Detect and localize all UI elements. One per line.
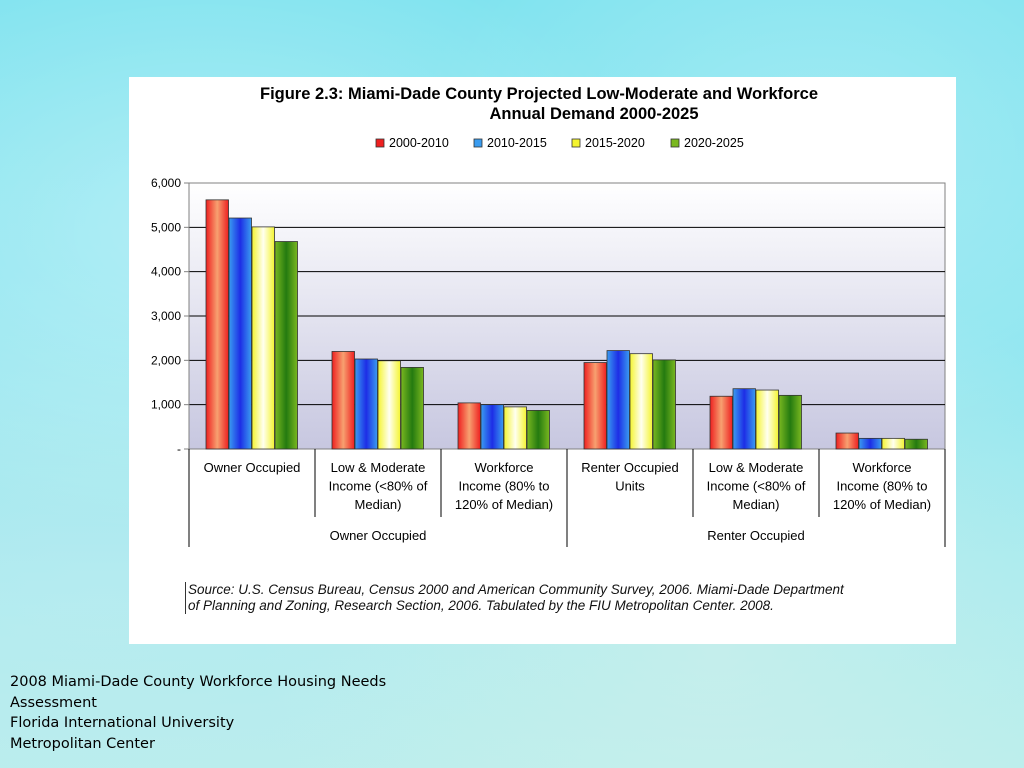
- bar: [606, 350, 630, 450]
- source-note: Source: U.S. Census Bureau, Census 2000 …: [185, 582, 848, 614]
- bar: [835, 432, 859, 450]
- x-category-label: Income (<80% of: [329, 479, 428, 494]
- y-tick-label: 2,000: [151, 353, 181, 367]
- bar: [228, 217, 252, 450]
- chart-title-line2: Annual Demand 2000-2025: [489, 105, 698, 123]
- chart-panel: Figure 2.3: Miami-Dade County Projected …: [129, 77, 956, 644]
- x-category-label: 120% of Median): [455, 497, 553, 512]
- legend-label: 2020-2025: [684, 136, 744, 150]
- bar: [881, 437, 905, 450]
- x-group-label: Renter Occupied: [707, 528, 805, 543]
- y-tick-label: 1,000: [151, 398, 181, 412]
- bar: [205, 199, 229, 450]
- footer-line-3: Florida International University: [10, 715, 235, 731]
- bar: [274, 241, 298, 450]
- x-category-label: Renter Occupied: [581, 460, 679, 475]
- x-category-label: Workforce: [853, 460, 912, 475]
- chart-title-line1: Figure 2.3: Miami-Dade County Projected …: [260, 85, 818, 103]
- y-tick-label: 6,000: [151, 176, 181, 190]
- y-tick-label: 4,000: [151, 265, 181, 279]
- legend-label: 2010-2015: [487, 136, 547, 150]
- bar: [583, 362, 607, 450]
- legend-swatch: [375, 138, 385, 148]
- x-category-label: Low & Moderate: [331, 460, 426, 475]
- gridlines: [189, 226, 945, 406]
- bar: [354, 358, 378, 450]
- bar: [858, 437, 882, 450]
- bar: [652, 359, 676, 450]
- footer-line-4: Metropolitan Center: [10, 735, 155, 752]
- legend-swatch: [473, 138, 483, 148]
- y-axis: - 1,000 2,000 3,000 4,000 5,000 6,000: [151, 176, 190, 456]
- x-group-label: Owner Occupied: [330, 528, 427, 543]
- x-category-label: Median): [355, 497, 402, 512]
- bar: [778, 394, 802, 450]
- bar: [480, 404, 504, 450]
- x-category-label: Income (80% to: [458, 479, 549, 494]
- footer: 2008 Miami-Dade County Workforce Housing…: [10, 672, 386, 754]
- x-category-label: 120% of Median): [833, 497, 931, 512]
- y-tick-label: 3,000: [151, 309, 181, 323]
- x-category-label: Median): [733, 497, 780, 512]
- x-category-label: Low & Moderate: [709, 460, 804, 475]
- bar: [755, 389, 779, 450]
- bar: [457, 402, 481, 450]
- bar: [331, 351, 355, 450]
- bar: [904, 438, 928, 450]
- bar: [503, 406, 527, 450]
- x-category-label: Income (<80% of: [707, 479, 806, 494]
- x-category-label: Income (80% to: [836, 479, 927, 494]
- bar: [709, 395, 733, 450]
- bar: [526, 410, 550, 450]
- footer-line-1: 2008 Miami-Dade County Workforce Housing…: [10, 674, 387, 690]
- bar-chart: Figure 2.3: Miami-Dade County Projected …: [151, 85, 946, 547]
- x-category-label: Workforce: [475, 460, 534, 475]
- y-tick-label: -: [177, 442, 181, 456]
- bar: [400, 367, 424, 450]
- legend-swatch: [670, 138, 680, 148]
- bar: [251, 226, 275, 450]
- y-tick-label: 5,000: [151, 220, 181, 234]
- bar: [732, 388, 756, 450]
- x-category-label: Units: [615, 479, 645, 494]
- bars: [205, 199, 928, 450]
- bar: [629, 353, 653, 450]
- legend-swatch: [571, 138, 581, 148]
- chart-legend: 2000-2010 2010-2015 2015-2020 2020-2025: [375, 136, 744, 150]
- x-category-label: Owner Occupied: [204, 460, 301, 475]
- footer-line-2: Assessment: [10, 694, 97, 711]
- legend-label: 2000-2010: [389, 136, 449, 150]
- x-axis: Owner Occupied Low & Moderate Income (<80%…: [188, 449, 946, 547]
- bar: [377, 360, 401, 450]
- legend-label: 2015-2020: [585, 136, 645, 150]
